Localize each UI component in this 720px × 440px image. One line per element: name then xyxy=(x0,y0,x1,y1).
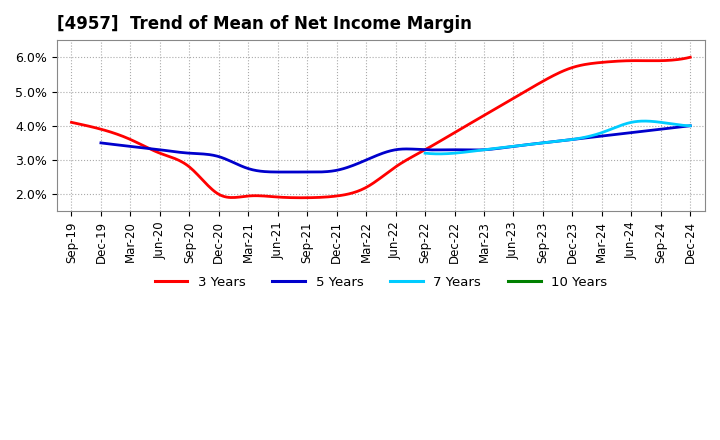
Text: [4957]  Trend of Mean of Net Income Margin: [4957] Trend of Mean of Net Income Margi… xyxy=(57,15,472,33)
5 Years xyxy=(595,134,604,139)
3 Years xyxy=(436,139,444,144)
5 Years xyxy=(447,147,456,152)
3 Years xyxy=(448,131,456,136)
7 Years xyxy=(646,119,654,124)
5 Years xyxy=(633,129,642,135)
7 Years xyxy=(580,135,588,140)
5 Years xyxy=(459,147,468,153)
7 Years xyxy=(420,150,429,156)
Line: 3 Years: 3 Years xyxy=(71,57,690,198)
3 Years xyxy=(297,195,305,200)
7 Years xyxy=(640,118,649,124)
7 Years xyxy=(686,123,695,128)
7 Years xyxy=(663,121,672,126)
3 Years xyxy=(67,120,76,125)
7 Years xyxy=(435,151,444,157)
Line: 7 Years: 7 Years xyxy=(425,121,690,154)
5 Years xyxy=(686,123,695,128)
3 Years xyxy=(590,60,599,66)
5 Years xyxy=(99,140,107,146)
Line: 5 Years: 5 Years xyxy=(101,126,690,172)
3 Years xyxy=(69,120,78,125)
5 Years xyxy=(310,169,318,175)
3 Years xyxy=(686,55,695,60)
Legend: 3 Years, 5 Years, 7 Years, 10 Years: 3 Years, 5 Years, 7 Years, 10 Years xyxy=(149,270,613,294)
7 Years xyxy=(579,135,588,140)
7 Years xyxy=(422,150,431,156)
5 Years xyxy=(96,140,105,146)
3 Years xyxy=(438,137,446,143)
7 Years xyxy=(584,134,593,139)
3 Years xyxy=(630,58,639,63)
5 Years xyxy=(449,147,458,152)
